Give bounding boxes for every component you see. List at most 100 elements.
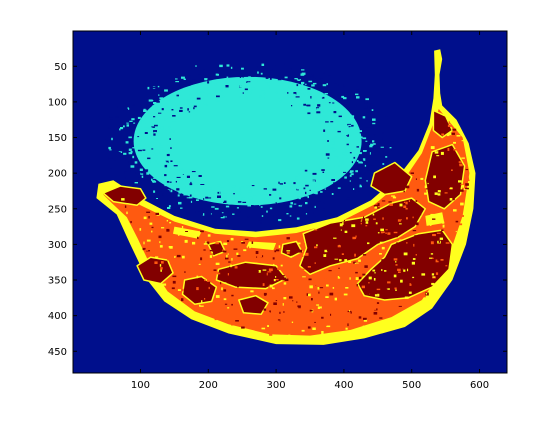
shadow-speckle — [375, 151, 380, 154]
banana-speckle — [295, 302, 298, 306]
shadow-speckle — [158, 112, 162, 114]
banana-speckle — [404, 296, 409, 299]
banana-speckle — [187, 248, 191, 250]
shadow-speckle — [130, 169, 133, 172]
shadow-speckle — [314, 205, 316, 208]
banana-speckle — [445, 127, 449, 131]
banana-speckle — [212, 253, 216, 255]
banana-speckle — [453, 149, 457, 151]
banana-speckle — [169, 222, 172, 224]
banana-speckle — [348, 260, 352, 263]
banana-speckle — [205, 307, 208, 311]
shadow-speckle — [153, 117, 155, 120]
banana-speckle — [307, 247, 310, 251]
shadow-speckle — [288, 181, 293, 183]
shadow-speckle — [137, 136, 140, 138]
banana-speckle — [169, 246, 173, 249]
banana-speckle — [328, 229, 332, 232]
shadow-speckle — [283, 63, 285, 65]
shadow-speckle — [283, 91, 286, 93]
banana-speckle — [203, 249, 206, 251]
shadow-speckle — [246, 90, 249, 93]
banana-speckle — [125, 206, 128, 209]
shadow-speckle — [203, 69, 206, 72]
banana-speckle — [376, 207, 380, 209]
shadow-speckle — [311, 105, 314, 108]
banana-speckle — [261, 327, 266, 330]
shadow-speckle — [195, 65, 197, 67]
banana-speckle — [185, 282, 189, 286]
banana-speckle — [271, 326, 273, 330]
shadow-speckle — [105, 138, 110, 141]
shadow-speckle — [159, 97, 164, 100]
shadow-speckle — [108, 146, 111, 150]
banana-speckle — [430, 213, 435, 217]
banana-speckle — [181, 226, 184, 229]
shadow-speckle — [260, 206, 263, 208]
x-axis: 100 200 300 400 500 600 — [131, 31, 489, 391]
shadow-speckle — [330, 191, 333, 193]
shadow-speckle — [165, 103, 168, 106]
shadow-speckle — [153, 142, 157, 145]
banana-speckle — [458, 138, 460, 141]
shadow-speckle — [161, 108, 164, 111]
shadow-speckle — [152, 152, 155, 155]
banana-speckle — [395, 264, 398, 266]
shadow-speckle — [324, 123, 328, 125]
shadow-speckle — [311, 73, 314, 76]
shadow-speckle — [260, 222, 262, 224]
banana-speckle — [314, 229, 318, 231]
banana-speckle — [462, 185, 465, 188]
banana-speckle — [214, 317, 217, 321]
shadow-speckle — [157, 85, 160, 88]
shadow-speckle — [152, 86, 156, 89]
shadow-speckle — [341, 132, 345, 136]
shadow-speckle — [359, 185, 362, 188]
banana-speckle — [442, 201, 446, 204]
shadow-speckle — [370, 113, 375, 115]
shadow-speckle — [169, 149, 172, 152]
banana-speckle — [247, 246, 250, 249]
banana-speckle — [215, 271, 219, 273]
shadow-speckle — [341, 96, 344, 98]
banana-speckle — [432, 257, 434, 259]
banana-speckle — [465, 169, 469, 171]
shadow-speckle — [316, 113, 321, 116]
banana-speckle — [209, 249, 214, 252]
shadow-speckle — [147, 157, 151, 160]
shadow-speckle — [297, 188, 301, 190]
shadow-speckle — [371, 109, 374, 111]
banana-speckle — [166, 229, 170, 232]
banana-speckle — [345, 327, 348, 330]
banana-speckle — [414, 238, 417, 241]
y-tick-label: 50 — [54, 62, 67, 73]
shadow-speckle — [162, 194, 166, 196]
banana-speckle — [413, 243, 415, 247]
shadow-speckle — [221, 212, 224, 214]
banana-speckle — [332, 307, 336, 310]
banana-speckle — [326, 240, 331, 244]
shadow-speckle — [286, 213, 289, 215]
shadow-speckle — [239, 84, 241, 88]
banana-speckle — [372, 269, 376, 272]
shadow-speckle — [188, 74, 191, 77]
shadow-speckle — [172, 197, 176, 199]
shadow-speckle — [191, 85, 195, 88]
banana-speckle — [433, 175, 436, 179]
shadow-speckle — [351, 115, 355, 118]
shadow-speckle — [295, 96, 300, 98]
banana-speckle — [344, 230, 348, 233]
shadow-speckle — [179, 109, 183, 112]
banana-speckle — [312, 327, 316, 330]
shadow-speckle — [140, 157, 143, 159]
shadow-speckle — [223, 200, 227, 203]
shadow-speckle — [298, 81, 301, 84]
banana-speckle — [274, 279, 279, 281]
banana-speckle — [299, 255, 304, 257]
banana-speckles — [119, 121, 470, 337]
shadow-speckle — [297, 92, 302, 94]
shadow-speckle — [301, 72, 306, 75]
banana-speckle — [408, 265, 410, 269]
banana-speckle — [161, 227, 165, 229]
shadow-speckle — [120, 127, 124, 130]
